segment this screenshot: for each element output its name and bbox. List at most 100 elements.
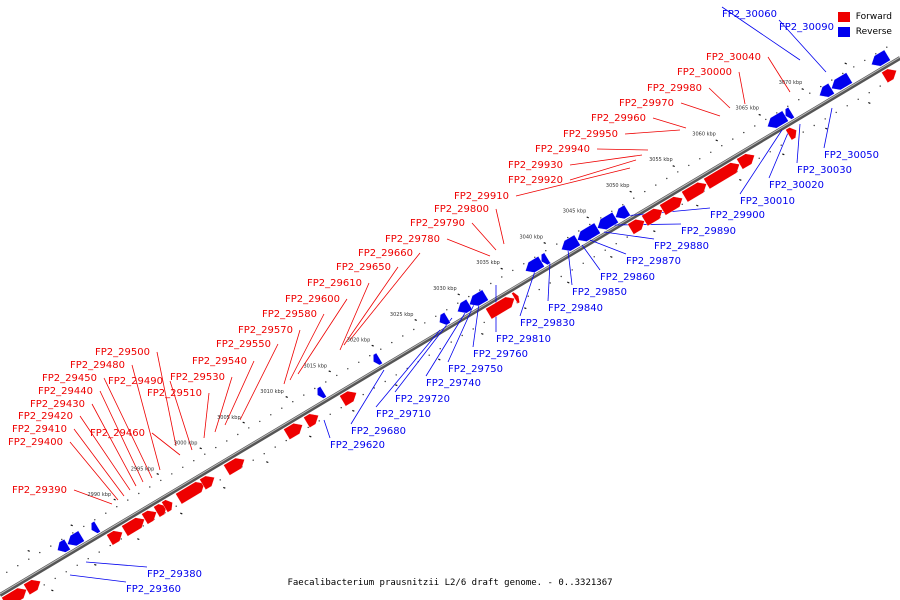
reverse-gene-label: FP2_29750 bbox=[448, 364, 503, 375]
tick-dot bbox=[479, 289, 481, 291]
tick-dot bbox=[263, 453, 265, 455]
tick-dot bbox=[626, 236, 628, 238]
reverse-gene-label: FP2_29900 bbox=[710, 210, 765, 221]
forward-gene-label: FP2_29960 bbox=[591, 113, 646, 124]
tick-dot bbox=[644, 190, 646, 193]
tick-dot bbox=[457, 302, 459, 304]
tick-dot bbox=[120, 538, 122, 540]
tick-dot bbox=[270, 414, 272, 416]
scale-label: 3050 kbp bbox=[606, 183, 630, 189]
tick-dot bbox=[160, 479, 162, 482]
tick-dot bbox=[853, 66, 855, 68]
forward-leader bbox=[471, 222, 497, 251]
reverse-leader bbox=[778, 19, 827, 73]
forward-leader bbox=[151, 432, 181, 456]
reverse-leader bbox=[567, 249, 573, 286]
forward-leader bbox=[73, 489, 113, 505]
tick-mark bbox=[199, 447, 202, 450]
tick-dot bbox=[886, 46, 888, 48]
forward-leader bbox=[239, 343, 279, 421]
reverse-gene-label: FP2_29380 bbox=[147, 569, 202, 580]
reverse-gene-label: FP2_30060 bbox=[722, 9, 777, 20]
forward-gene-label: FP2_29930 bbox=[508, 160, 563, 171]
forward-gene-label: FP2_29440 bbox=[38, 386, 93, 397]
forward-gene-label: FP2_29510 bbox=[147, 388, 202, 399]
tick-dot bbox=[424, 322, 426, 324]
tick-dot bbox=[450, 341, 452, 343]
reverse-leader bbox=[581, 244, 601, 271]
tick-dot bbox=[868, 92, 870, 94]
genome-caption: Faecalibacterium prausnitzii L2/6 draft … bbox=[287, 578, 613, 588]
scale-labels: 2990 kbp 2995 kbp 3000 kbp 3005 kbp 3010 kbp… bbox=[88, 80, 803, 498]
tick-dot bbox=[17, 565, 19, 567]
tick-mark bbox=[801, 88, 804, 91]
forward-gene-label: FP2_29540 bbox=[192, 356, 247, 367]
tick-dot bbox=[329, 413, 331, 415]
tick-dot bbox=[798, 99, 800, 101]
forward-gene-arrow bbox=[641, 208, 663, 227]
tick-dot bbox=[534, 256, 536, 258]
forward-gene-arrow bbox=[881, 68, 897, 84]
tick-mark bbox=[715, 139, 718, 142]
reverse-leader bbox=[350, 369, 385, 425]
reverse-leader bbox=[589, 239, 627, 255]
forward-gene-label: FP2_29490 bbox=[108, 376, 163, 387]
forward-gene-arrow bbox=[153, 503, 167, 518]
reverse-gene-label: FP2_30030 bbox=[797, 165, 852, 176]
reverse-leader bbox=[823, 107, 833, 149]
reverse-gene-label: FP2_30020 bbox=[769, 180, 824, 191]
scale-label: 3055 kbp bbox=[649, 157, 673, 163]
tick-dot bbox=[116, 506, 118, 508]
reverse-gene-label: FP2_29880 bbox=[654, 241, 709, 252]
tick-dot bbox=[435, 315, 437, 317]
tick-dot bbox=[395, 374, 397, 376]
forward-leader bbox=[283, 329, 301, 385]
tick-mark bbox=[309, 435, 312, 438]
forward-gene-arrow bbox=[659, 196, 683, 216]
forward-gene-label: FP2_29780 bbox=[385, 234, 440, 245]
forward-gene-label: FP2_30000 bbox=[677, 67, 732, 78]
tick-dot bbox=[369, 355, 371, 357]
tick-dot bbox=[864, 59, 866, 62]
reverse-gene-arrow bbox=[439, 312, 451, 326]
tick-dot bbox=[538, 288, 540, 291]
tick-dot bbox=[461, 334, 463, 337]
forward-gene-arrow bbox=[511, 291, 520, 304]
gene-labels: FP2_29390FP2_29400FP2_29410FP2_29420FP2_… bbox=[8, 9, 879, 595]
tick-dot bbox=[109, 544, 111, 547]
forward-gene-label: FP2_29480 bbox=[70, 360, 125, 371]
tick-dot bbox=[813, 124, 815, 127]
forward-gene-label: FP2_29800 bbox=[434, 204, 489, 215]
label-leaders bbox=[69, 6, 833, 583]
tick-dot bbox=[325, 381, 327, 383]
tick-mark bbox=[414, 319, 417, 321]
reverse-gene-label: FP2_29710 bbox=[376, 409, 431, 420]
tick-dot bbox=[72, 532, 74, 534]
scale-label: 3040 kbp bbox=[520, 234, 544, 240]
tick-dot bbox=[472, 328, 474, 330]
forward-gene-arrow bbox=[141, 510, 157, 525]
forward-leader bbox=[99, 390, 144, 483]
forward-gene-label: FP2_29660 bbox=[358, 248, 413, 259]
tick-mark bbox=[758, 113, 761, 116]
reverse-gene-label: FP2_29870 bbox=[626, 256, 681, 267]
forward-leader bbox=[569, 154, 643, 166]
reverse-leader bbox=[85, 561, 148, 568]
forward-leader bbox=[515, 167, 631, 197]
tick-mark bbox=[457, 293, 460, 296]
legend-reverse: Reverse bbox=[837, 24, 892, 39]
reverse-gene-label: FP2_30010 bbox=[740, 196, 795, 207]
forward-gene-arrow bbox=[199, 475, 215, 490]
reverse-gene-label: FP2_30090 bbox=[779, 22, 834, 33]
tick-mark bbox=[481, 332, 484, 335]
tick-dot bbox=[219, 479, 221, 481]
reverse-gene-label: FP2_29860 bbox=[600, 272, 655, 283]
tick-dot bbox=[842, 72, 844, 75]
tick-mark bbox=[223, 486, 226, 489]
forward-gene-arrow bbox=[121, 517, 145, 537]
reverse-leader bbox=[69, 574, 127, 583]
reverse-leader bbox=[425, 304, 471, 377]
reverse-leader bbox=[547, 261, 551, 302]
tick-mark bbox=[137, 538, 140, 541]
tick-dot bbox=[402, 335, 404, 337]
